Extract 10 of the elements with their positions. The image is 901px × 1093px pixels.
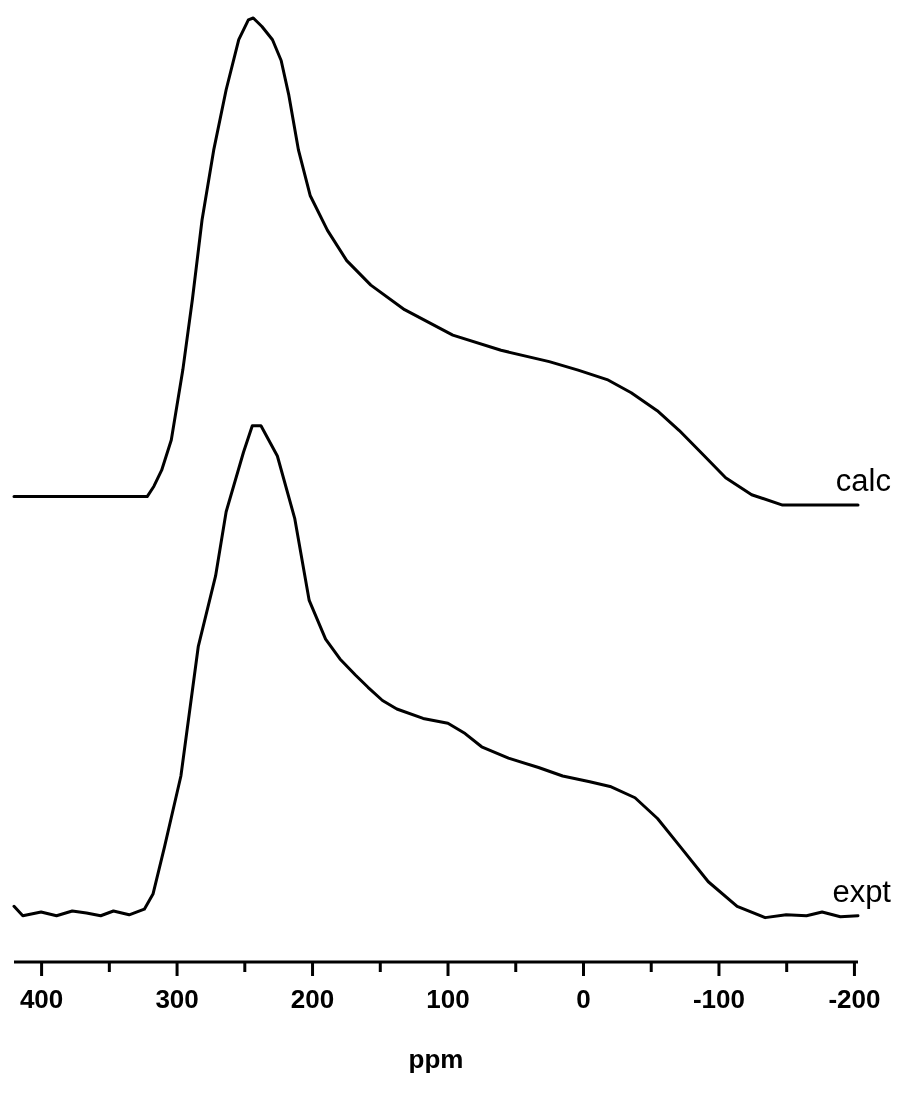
x-tick-label: -200 [828,984,881,1015]
x-tick-label: -100 [692,984,745,1015]
x-tick-label: 200 [290,984,335,1015]
x-tick-label: 300 [155,984,199,1015]
x-tick-label: 400 [19,984,64,1015]
x-tick-label: 100 [426,984,470,1015]
x-tick-label: 0 [576,984,591,1015]
x-axis-title: ppm [408,1044,464,1074]
series-label: expt [832,873,892,909]
series-label: calc [835,463,891,499]
